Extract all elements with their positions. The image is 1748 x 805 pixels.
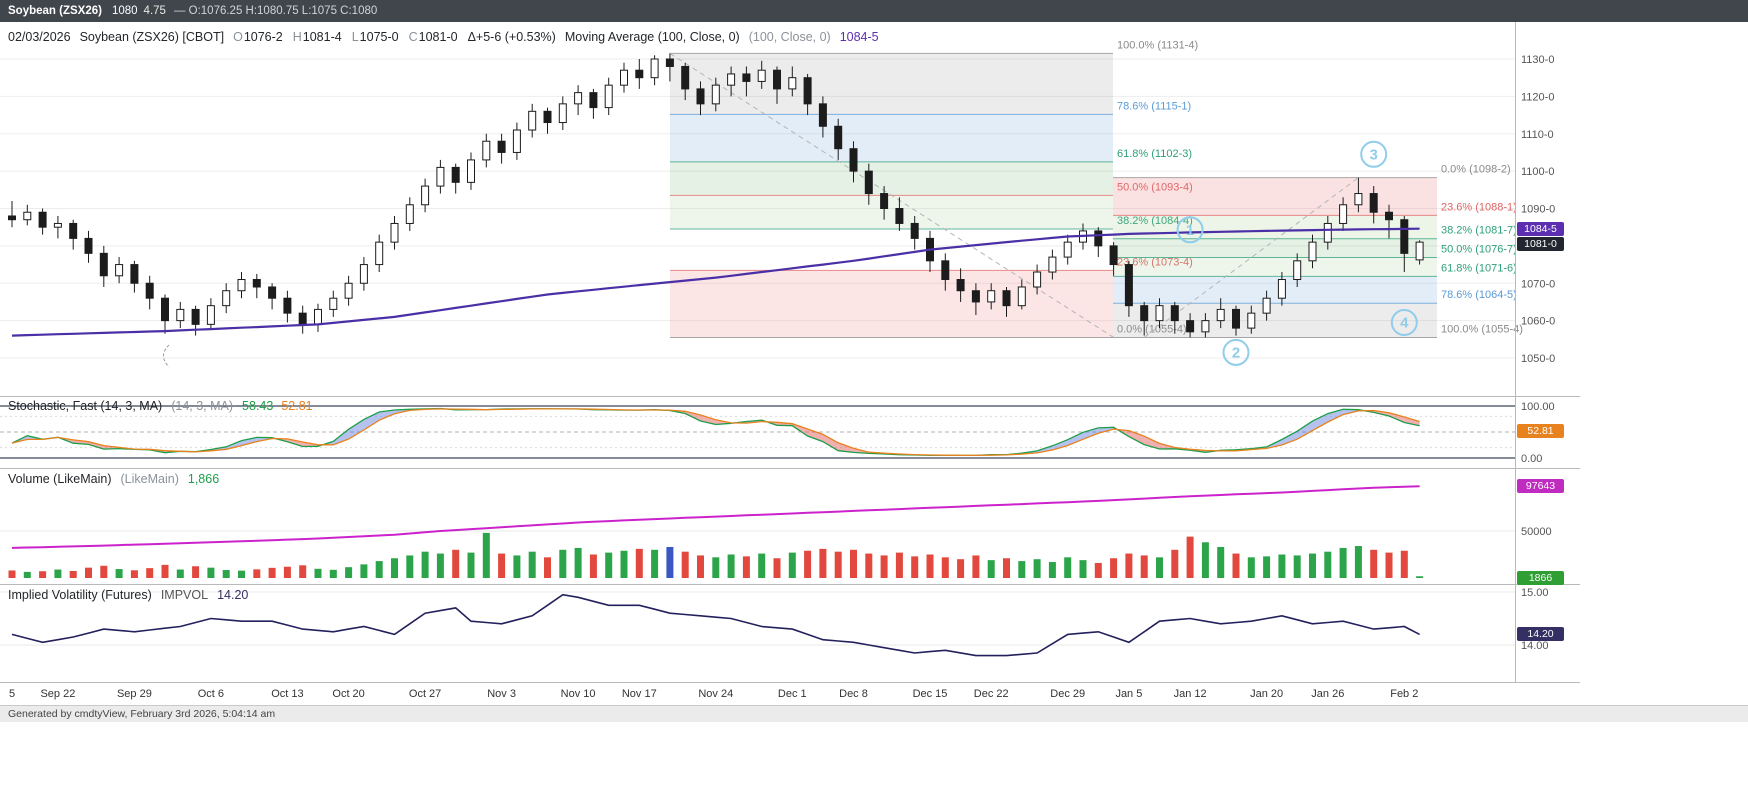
- svg-text:1050-0: 1050-0: [1521, 353, 1555, 365]
- high-value: 1081-4: [302, 30, 342, 44]
- svg-text:Feb 2: Feb 2: [1390, 688, 1418, 700]
- svg-text:1060-0: 1060-0: [1521, 316, 1555, 328]
- volume-study-params[interactable]: (LikeMain): [120, 472, 179, 486]
- svg-text:Oct 20: Oct 20: [332, 688, 364, 700]
- volume-study-label[interactable]: Volume (LikeMain): [8, 472, 112, 486]
- svg-text:50.0% (1076-7): 50.0% (1076-7): [1441, 244, 1517, 256]
- svg-text:Sep 22: Sep 22: [40, 688, 75, 700]
- svg-text:0.0% (1098-2): 0.0% (1098-2): [1441, 164, 1511, 176]
- svg-text:14.00: 14.00: [1521, 640, 1549, 652]
- svg-text:Dec 22: Dec 22: [974, 688, 1009, 700]
- stochastic-panel-header: Stochastic, Fast (14, 3, MA) (14, 3, MA) 5…: [8, 399, 313, 413]
- titlebar-symbol: Soybean (ZSX26): [8, 5, 102, 17]
- svg-text:100.00: 100.00: [1521, 401, 1555, 413]
- svg-text:15.00: 15.00: [1521, 587, 1549, 599]
- svg-text:38.2% (1084-4): 38.2% (1084-4): [1117, 215, 1193, 227]
- svg-text:61.8% (1071-6): 61.8% (1071-6): [1441, 262, 1517, 274]
- close-label: C: [408, 30, 418, 44]
- chart-date: 02/03/2026: [8, 30, 71, 44]
- svg-text:Nov 3: Nov 3: [487, 688, 516, 700]
- svg-text:1: 1: [1186, 222, 1194, 239]
- svg-text:2: 2: [1232, 344, 1240, 361]
- volume-axis-badge: 1866: [1517, 571, 1564, 585]
- high-label: H: [292, 30, 302, 44]
- titlebar-last-price: 1080: [111, 5, 138, 17]
- window-title-bar: Soybean (ZSX26) 1080 4.75 — O:1076.25 H:108…: [0, 0, 1748, 22]
- open-label: O: [233, 30, 243, 44]
- generated-timestamp: Generated by cmdtyView, February 3rd 202…: [8, 708, 276, 720]
- svg-text:Jan 26: Jan 26: [1311, 688, 1344, 700]
- svg-text:100.0% (1131-4): 100.0% (1131-4): [1117, 39, 1198, 51]
- svg-text:1110-0: 1110-0: [1521, 129, 1554, 141]
- titlebar-ohlc: — O:1076.25 H:1080.75 L:1075 C:1080: [173, 5, 378, 17]
- volume-value: 1,866: [187, 472, 220, 486]
- stochastic-k-value: 58.43: [242, 399, 274, 413]
- svg-text:5: 5: [9, 688, 15, 700]
- svg-text:Dec 29: Dec 29: [1050, 688, 1085, 700]
- close-value: 1081-0: [418, 30, 458, 44]
- status-bar: Generated by cmdtyView, February 3rd 202…: [0, 705, 1748, 722]
- svg-text:1100-0: 1100-0: [1521, 166, 1554, 178]
- stochastic-d-value: 52.81: [281, 399, 313, 413]
- ma-axis-badge: 1084-5: [1517, 222, 1564, 236]
- last-price-axis-badge: 1081-0: [1517, 237, 1564, 251]
- svg-text:0.00: 0.00: [1521, 453, 1542, 465]
- svg-text:23.6% (1073-4): 23.6% (1073-4): [1117, 256, 1193, 268]
- svg-text:Nov 24: Nov 24: [698, 688, 733, 700]
- iv-value: 14.20: [217, 588, 249, 602]
- svg-text:1120-0: 1120-0: [1521, 91, 1554, 103]
- ma-study-value: 1084-5: [839, 30, 879, 44]
- ma-study-params[interactable]: (100, Close, 0): [748, 30, 831, 44]
- open-interest-axis-badge: 97643: [1517, 479, 1564, 493]
- titlebar-change: 4.75: [143, 5, 166, 17]
- svg-text:Dec 15: Dec 15: [913, 688, 948, 700]
- low-value: 1075-0: [359, 30, 399, 44]
- svg-text:Sep 29: Sep 29: [117, 688, 152, 700]
- svg-text:1070-0: 1070-0: [1521, 278, 1555, 290]
- svg-text:50000: 50000: [1521, 526, 1552, 538]
- svg-text:38.2% (1081-7): 38.2% (1081-7): [1441, 225, 1517, 237]
- svg-text:Oct 27: Oct 27: [409, 688, 441, 700]
- iv-study-label[interactable]: Implied Volatility (Futures): [8, 588, 152, 602]
- svg-text:Oct 13: Oct 13: [271, 688, 303, 700]
- svg-text:Jan 20: Jan 20: [1250, 688, 1283, 700]
- svg-text:78.6% (1115-1): 78.6% (1115-1): [1117, 100, 1191, 112]
- svg-text:3: 3: [1370, 146, 1378, 163]
- stochastic-axis-badge: 52.81: [1517, 424, 1564, 438]
- net-change: Δ+5-6 (+0.53%): [467, 30, 556, 44]
- iv-study-code[interactable]: IMPVOL: [160, 588, 209, 602]
- stochastic-study-label[interactable]: Stochastic, Fast (14, 3, MA): [8, 399, 163, 413]
- svg-text:23.6% (1088-1): 23.6% (1088-1): [1441, 201, 1517, 213]
- svg-text:Jan 12: Jan 12: [1174, 688, 1207, 700]
- svg-text:78.6% (1064-5): 78.6% (1064-5): [1441, 289, 1517, 301]
- chart-symbol[interactable]: Soybean (ZSX26) [CBOT]: [79, 30, 225, 44]
- svg-text:1090-0: 1090-0: [1521, 204, 1555, 216]
- ma-study-label[interactable]: Moving Average (100, Close, 0): [564, 30, 740, 44]
- svg-text:Dec 8: Dec 8: [839, 688, 868, 700]
- svg-text:50.0% (1093-4): 50.0% (1093-4): [1117, 181, 1193, 193]
- svg-text:Jan 5: Jan 5: [1115, 688, 1142, 700]
- svg-text:Nov 10: Nov 10: [561, 688, 596, 700]
- iv-axis-badge: 14.20: [1517, 627, 1564, 641]
- price-panel-header: 02/03/2026 Soybean (ZSX26) [CBOT] O1076-2 H…: [8, 30, 879, 44]
- open-value: 1076-2: [243, 30, 283, 44]
- volume-panel-header: Volume (LikeMain) (LikeMain) 1,866: [8, 472, 219, 486]
- low-label: L: [351, 30, 359, 44]
- svg-text:0.0% (1055-4): 0.0% (1055-4): [1117, 323, 1187, 335]
- iv-panel-header: Implied Volatility (Futures) IMPVOL 14.20: [8, 588, 248, 602]
- svg-text:4: 4: [1400, 314, 1409, 331]
- svg-text:Dec 1: Dec 1: [778, 688, 807, 700]
- svg-text:100.0% (1055-4): 100.0% (1055-4): [1441, 323, 1523, 335]
- svg-text:Oct 6: Oct 6: [198, 688, 224, 700]
- stochastic-study-params[interactable]: (14, 3, MA): [171, 399, 234, 413]
- svg-text:61.8% (1102-3): 61.8% (1102-3): [1117, 148, 1192, 160]
- svg-text:Nov 17: Nov 17: [622, 688, 657, 700]
- svg-text:1130-0: 1130-0: [1521, 54, 1554, 66]
